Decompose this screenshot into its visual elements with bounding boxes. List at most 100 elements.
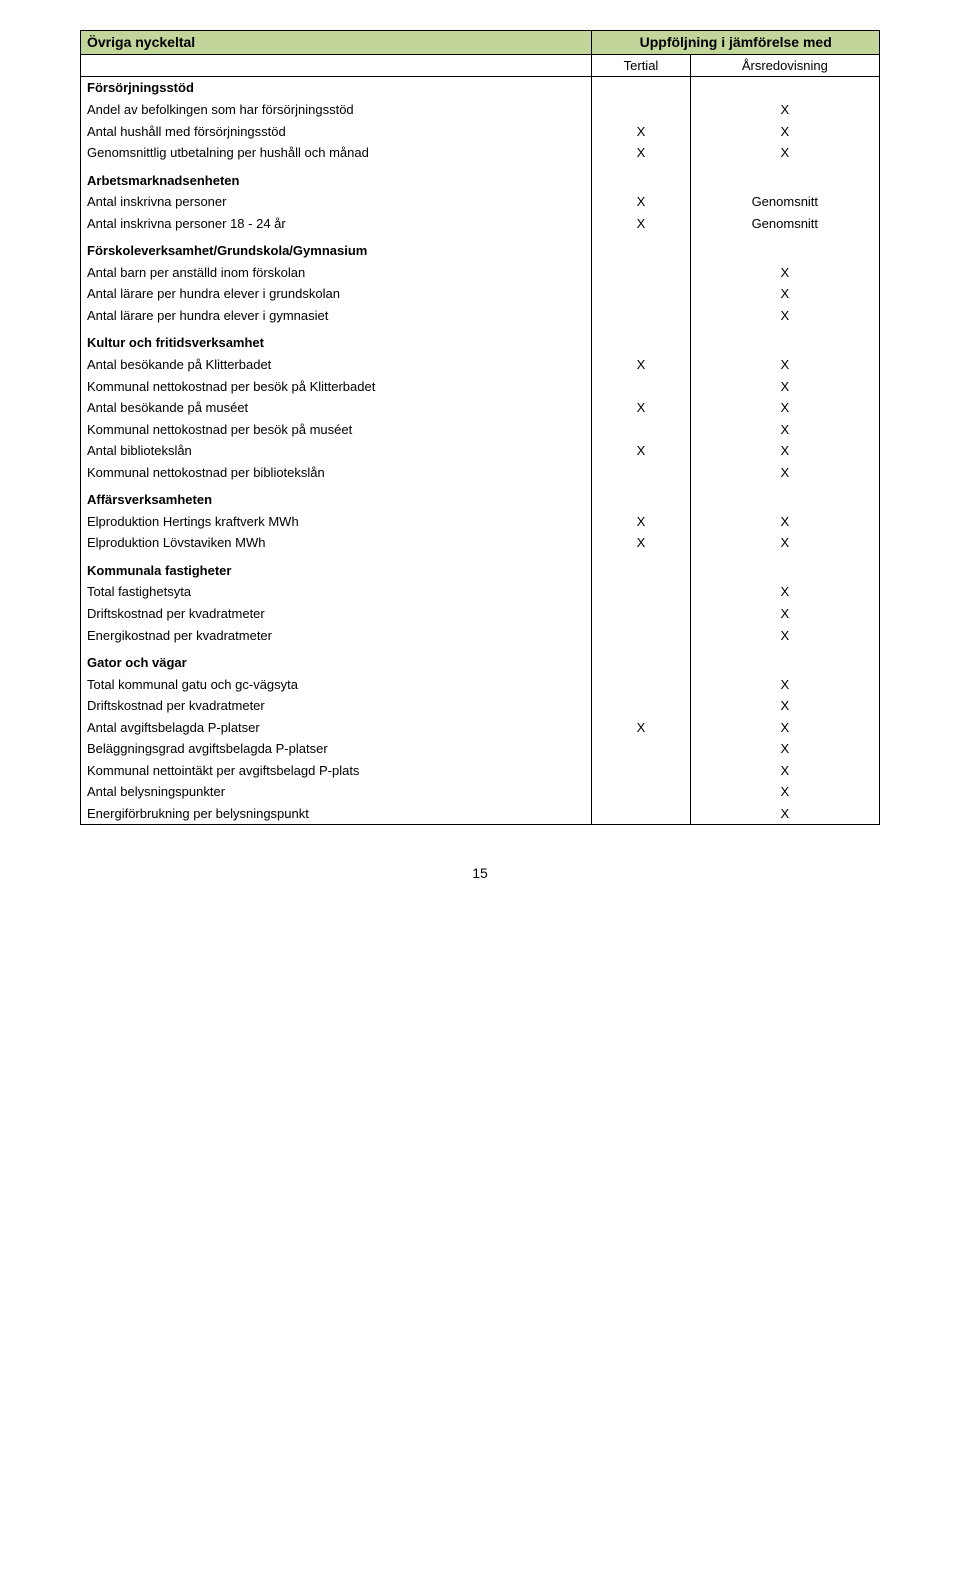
cell-blank bbox=[592, 240, 690, 262]
row-col1: X bbox=[592, 121, 690, 143]
cell-blank bbox=[690, 170, 879, 192]
row-col2: X bbox=[690, 354, 879, 376]
row-label: Antal hushåll med försörjningsstöd bbox=[81, 121, 592, 143]
table-row: Antal barn per anställd inom förskolan X bbox=[81, 262, 880, 284]
row-label: Kommunal nettokostnad per besök på Klitt… bbox=[81, 376, 592, 398]
cell-blank bbox=[592, 652, 690, 674]
row-col1 bbox=[592, 99, 690, 121]
table-row: Beläggningsgrad avgiftsbelagda P-platser… bbox=[81, 738, 880, 760]
row-col2: X bbox=[690, 397, 879, 419]
row-label: Kommunal nettointäkt per avgiftsbelagd P… bbox=[81, 760, 592, 782]
row-label: Andel av befolkingen som har försörjning… bbox=[81, 99, 592, 121]
section-title: Kultur och fritidsverksamhet bbox=[81, 332, 592, 354]
row-col1 bbox=[592, 283, 690, 305]
table-row: Antal lärare per hundra elever i gymnasi… bbox=[81, 305, 880, 327]
table-row: Energikostnad per kvadratmeter X bbox=[81, 625, 880, 647]
row-label: Antal barn per anställd inom förskolan bbox=[81, 262, 592, 284]
row-col2: X bbox=[690, 99, 879, 121]
row-col1 bbox=[592, 738, 690, 760]
cell-blank bbox=[690, 332, 879, 354]
section-title-row: Arbetsmarknadsenheten bbox=[81, 170, 880, 192]
row-label: Antal besökande på Klitterbadet bbox=[81, 354, 592, 376]
row-col1 bbox=[592, 305, 690, 327]
row-col1: X bbox=[592, 142, 690, 164]
row-col2: X bbox=[690, 674, 879, 696]
row-label: Antal bibliotekslån bbox=[81, 440, 592, 462]
row-label: Antal lärare per hundra elever i gymnasi… bbox=[81, 305, 592, 327]
row-col1: X bbox=[592, 354, 690, 376]
row-label: Elproduktion Lövstaviken MWh bbox=[81, 532, 592, 554]
table-subheader-row: Tertial Årsredovisning bbox=[81, 54, 880, 77]
row-label: Antal belysningspunkter bbox=[81, 781, 592, 803]
table-row: Elproduktion Hertings kraftverk MWhXX bbox=[81, 511, 880, 533]
row-col1 bbox=[592, 695, 690, 717]
row-col2: X bbox=[690, 283, 879, 305]
row-col1: X bbox=[592, 397, 690, 419]
row-col2: X bbox=[690, 581, 879, 603]
table-row: Antal hushåll med försörjningsstödXX bbox=[81, 121, 880, 143]
row-label: Total kommunal gatu och gc-vägsyta bbox=[81, 674, 592, 696]
cell-blank bbox=[592, 170, 690, 192]
table-row: Antal lärare per hundra elever i grundsk… bbox=[81, 283, 880, 305]
subheader-blank bbox=[81, 54, 592, 77]
section-title-row: Kommunala fastigheter bbox=[81, 560, 880, 582]
row-col1 bbox=[592, 419, 690, 441]
row-col1: X bbox=[592, 717, 690, 739]
header-left-cell: Övriga nyckeltal bbox=[81, 31, 592, 55]
cell-blank bbox=[690, 489, 879, 511]
metrics-table: Övriga nyckeltal Uppföljning i jämförels… bbox=[80, 30, 880, 825]
table-row: Antal inskrivna personerXGenomsnitt bbox=[81, 191, 880, 213]
row-col2: X bbox=[690, 781, 879, 803]
table-row: Total fastighetsyta X bbox=[81, 581, 880, 603]
row-col2: X bbox=[690, 695, 879, 717]
section-title: Förskoleverksamhet/Grundskola/Gymnasium bbox=[81, 240, 592, 262]
row-label: Genomsnittlig utbetalning per hushåll oc… bbox=[81, 142, 592, 164]
table-row: Elproduktion Lövstaviken MWhXX bbox=[81, 532, 880, 554]
row-col1 bbox=[592, 674, 690, 696]
section-title-row: Affärsverksamheten bbox=[81, 489, 880, 511]
cell-blank bbox=[592, 489, 690, 511]
section-title: Försörjningsstöd bbox=[81, 77, 592, 99]
row-col2: X bbox=[690, 121, 879, 143]
table-row: Driftskostnad per kvadratmeterX bbox=[81, 603, 880, 625]
row-col1 bbox=[592, 262, 690, 284]
table-row: Antal inskrivna personer 18 - 24 årXGeno… bbox=[81, 213, 880, 235]
row-label: Energikostnad per kvadratmeter bbox=[81, 625, 592, 647]
row-col1: X bbox=[592, 191, 690, 213]
row-col2: X bbox=[690, 440, 879, 462]
row-col2: X bbox=[690, 532, 879, 554]
section-title: Gator och vägar bbox=[81, 652, 592, 674]
table-row: Kommunal nettokostnad per besök på musée… bbox=[81, 419, 880, 441]
row-col2: X bbox=[690, 803, 879, 825]
table-row: Total kommunal gatu och gc-vägsyta X bbox=[81, 674, 880, 696]
table-row: Kommunal nettokostnad per besök på Klitt… bbox=[81, 376, 880, 398]
row-label: Total fastighetsyta bbox=[81, 581, 592, 603]
row-col1 bbox=[592, 581, 690, 603]
row-label: Kommunal nettokostnad per bibliotekslån bbox=[81, 462, 592, 484]
row-col1 bbox=[592, 760, 690, 782]
row-col2: X bbox=[690, 625, 879, 647]
row-label: Beläggningsgrad avgiftsbelagda P-platser bbox=[81, 738, 592, 760]
row-col2: X bbox=[690, 262, 879, 284]
section-title: Arbetsmarknadsenheten bbox=[81, 170, 592, 192]
table-row: Antal besökande på KlitterbadetXX bbox=[81, 354, 880, 376]
row-col2: X bbox=[690, 305, 879, 327]
row-col2: X bbox=[690, 717, 879, 739]
subheader-col2: Årsredovisning bbox=[690, 54, 879, 77]
cell-blank bbox=[690, 240, 879, 262]
row-col2: X bbox=[690, 738, 879, 760]
section-title-row: Kultur och fritidsverksamhet bbox=[81, 332, 880, 354]
row-col1 bbox=[592, 462, 690, 484]
row-label: Driftskostnad per kvadratmeter bbox=[81, 695, 592, 717]
row-label: Driftskostnad per kvadratmeter bbox=[81, 603, 592, 625]
table-row: Genomsnittlig utbetalning per hushåll oc… bbox=[81, 142, 880, 164]
subheader-col1: Tertial bbox=[592, 54, 690, 77]
section-title-row: Gator och vägar bbox=[81, 652, 880, 674]
table-row: Kommunal nettokostnad per bibliotekslånX bbox=[81, 462, 880, 484]
row-col2: X bbox=[690, 511, 879, 533]
row-col1: X bbox=[592, 213, 690, 235]
row-label: Antal inskrivna personer 18 - 24 år bbox=[81, 213, 592, 235]
row-col2: X bbox=[690, 419, 879, 441]
table-row: Driftskostnad per kvadratmeter X bbox=[81, 695, 880, 717]
cell-blank bbox=[690, 560, 879, 582]
